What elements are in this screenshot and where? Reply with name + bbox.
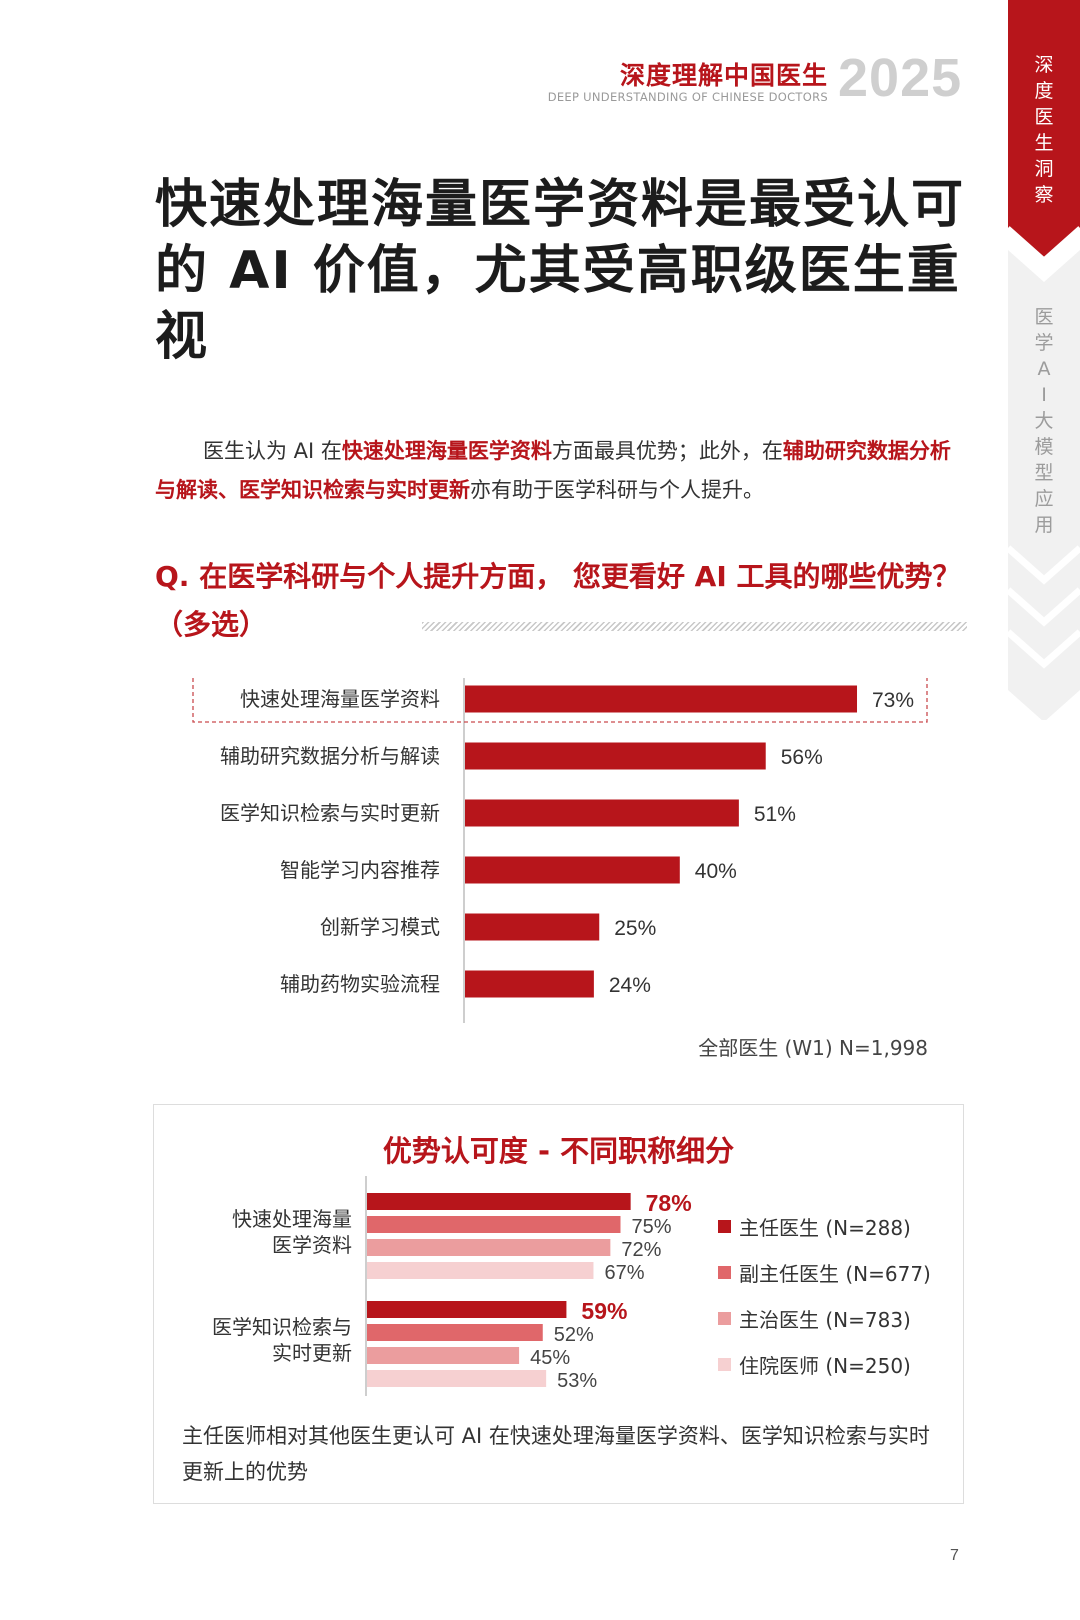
chart1-value-label: 51% <box>754 803 796 826</box>
ribbon-active-shape <box>1008 0 1080 262</box>
legend-swatch <box>718 1311 731 1325</box>
side-tab-ai-application-char: 模 <box>1034 436 1054 458</box>
side-tab-ai-application-char: 应 <box>1034 488 1054 510</box>
chart2-category-label: 医学知识检索与 <box>212 1315 352 1339</box>
header-year: 2025 <box>838 48 963 108</box>
intro-text-2: 方面最具优势；此外，在 <box>551 439 783 463</box>
chart1-value-label: 56% <box>781 746 823 769</box>
chart2-value-label: 45% <box>530 1347 570 1369</box>
chart2-category-label: 医学资料 <box>272 1233 352 1257</box>
side-tab-insight-char: 洞 <box>1034 158 1054 180</box>
question-hatch-divider <box>422 622 967 631</box>
side-tab-insight[interactable]: 深度医生洞察 <box>1008 52 1080 208</box>
chart2-category-label: 快速处理海量 <box>232 1207 352 1231</box>
intro-text-3: 亦有助于医学科研与个人提升。 <box>470 478 764 502</box>
breakdown-legend: 主任医生 (N=288) 副主任医生 (N=677) 主治医生 (N=783) 住院医… <box>718 1203 963 1387</box>
chart1-value-label: 25% <box>614 917 656 940</box>
header-title: 深度理解中国医生 <box>619 61 828 90</box>
side-tab-ai-application-char: 医 <box>1034 306 1054 328</box>
survey-question: Q. 在医学科研与个人提升方面， 您更看好 AI 工具的哪些优势？（多选） <box>155 560 961 641</box>
side-tab-insight-char: 深 <box>1034 54 1054 76</box>
chart1-highlight-frame <box>192 678 928 723</box>
chart2-value-label: 52% <box>554 1324 594 1346</box>
overall-advantage-chart: 快速处理海量医学资料 73% 辅助研究数据分析与解读 56% 医学知识检索与实时更新 51… <box>192 678 928 1023</box>
chart1-category-label: 辅助研究数据分析与解读 <box>220 744 440 768</box>
page-number: 7 <box>950 1547 959 1564</box>
chart2-bar <box>367 1324 543 1341</box>
chart1-category-label: 智能学习内容推荐 <box>280 858 440 882</box>
chart2-value-label: 59% <box>581 1298 627 1324</box>
legend-swatch <box>718 1219 731 1233</box>
legend-item: 住院医师 (N=250) <box>718 1341 963 1387</box>
side-tab-ai-application-char: 大 <box>1034 410 1054 432</box>
chart1-value-label: 40% <box>695 860 737 883</box>
chart1-bar <box>465 742 766 770</box>
legend-item: 主任医生 (N=288) <box>718 1203 963 1249</box>
legend-label: 主任医生 (N=288) <box>739 1215 911 1240</box>
title-breakdown-chart: 78%75%72%67% 快速处理海量医学资料 59%52%45%53% 医学知识检索… <box>212 1176 692 1396</box>
legend-swatch <box>718 1357 731 1371</box>
sample-size-note: 全部医生 (W1) N=1,998 <box>698 1036 928 1060</box>
intro-paragraph: 医生认为 AI 在快速处理海量医学资料方面最具优势；此外，在辅助研究数据分析与解… <box>155 432 967 510</box>
chart2-category-label: 实时更新 <box>272 1341 352 1365</box>
chart1-value-label: 73% <box>872 689 914 712</box>
chart2-bar <box>367 1262 594 1279</box>
intro-highlight-1: 快速处理海量医学资料 <box>341 439 552 463</box>
chart1-bar <box>465 799 739 827</box>
chart1-category-label: 创新学习模式 <box>320 915 440 939</box>
legend-swatch <box>718 1265 731 1279</box>
chart1-bar <box>465 970 594 998</box>
breakdown-note: 主任医师相对其他医生更认可 AI 在快速处理海量医学资料、医学知识检索与实时更新… <box>182 1424 930 1484</box>
legend-item: 副主任医生 (N=677) <box>718 1249 963 1295</box>
chart2-bar <box>367 1301 567 1318</box>
breakdown-box <box>153 1104 964 1504</box>
chart2-bar <box>367 1347 520 1364</box>
legend-item: 主治医生 (N=783) <box>718 1295 963 1341</box>
header-subtitle: DEEP UNDERSTANDING OF CHINESE DOCTORS <box>547 90 828 104</box>
breakdown-title: 优势认可度 - 不同职称细分 <box>382 1134 735 1168</box>
legend-label: 住院医师 (N=250) <box>739 1353 911 1378</box>
legend-label: 副主任医生 (N=677) <box>739 1261 931 1286</box>
chart2-value-label: 53% <box>557 1370 597 1392</box>
side-tab-insight-char: 生 <box>1034 132 1054 154</box>
chart2-bar <box>367 1370 547 1387</box>
chart2-bar <box>367 1216 621 1233</box>
chart1-category-label: 快速处理海量医学资料 <box>240 687 440 711</box>
intro-highlight-2: 辅助研究数据分析与解读、医学知识检索与实时更新 <box>155 439 951 502</box>
chart1-category-label: 医学知识检索与实时更新 <box>220 801 440 825</box>
side-tab-ai-application-char: 学 <box>1034 332 1054 354</box>
chart1-bar <box>465 913 600 941</box>
chart1-category-label: 辅助药物实验流程 <box>280 972 440 996</box>
chart2-value-label: 72% <box>621 1239 661 1261</box>
chart1-value-label: 24% <box>609 974 651 997</box>
side-tab-ai-application-char: 用 <box>1034 514 1054 536</box>
chart2-value-label: 67% <box>604 1262 644 1284</box>
chart2-value-label: 78% <box>646 1190 692 1216</box>
chart2-bar <box>367 1193 631 1210</box>
page-title: 快速处理海量医学资料是最受认可的 AI 价值，尤其受高职级医生重视 <box>155 175 966 367</box>
chart1-bar <box>465 685 858 713</box>
side-tab-insight-char: 医 <box>1034 106 1054 128</box>
side-tab-ai-application-char: 型 <box>1034 462 1054 484</box>
side-tab-insight-char: 察 <box>1034 184 1054 206</box>
chart2-bar <box>367 1239 611 1256</box>
chart2-value-label: 75% <box>632 1216 672 1238</box>
side-tab-insight-char: 度 <box>1034 80 1054 102</box>
legend-label: 主治医生 (N=783) <box>739 1307 911 1332</box>
intro-text-1: 医生认为 AI 在 <box>203 439 342 463</box>
side-tab-ai-application-char: A <box>1037 358 1051 380</box>
side-tab-ai-application-char: I <box>1041 384 1047 406</box>
chart1-bar <box>465 856 680 884</box>
side-ribbon <box>1008 0 1080 720</box>
